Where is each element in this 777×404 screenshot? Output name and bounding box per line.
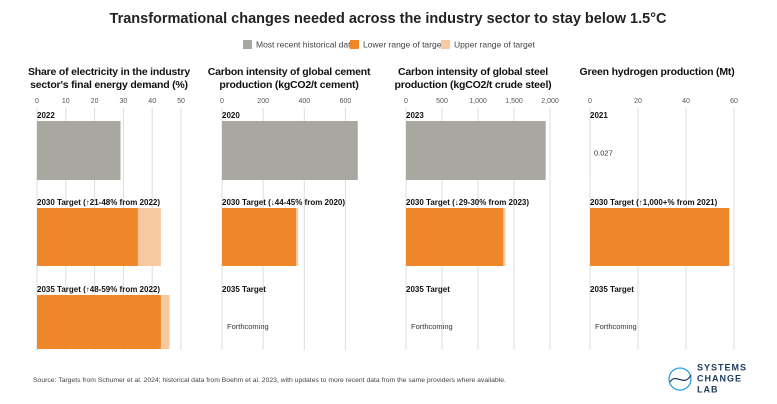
x-tick-label: 30 [120,98,128,105]
x-tick-label: 60 [730,98,738,105]
category-label: 2021 [590,111,608,120]
category-label: 2035 Target (↑48-59% from 2022) [37,285,160,294]
logo: SYSTEMS CHANGE LAB [668,362,747,394]
panel-title: Share of electricity in the industry sec… [27,66,190,91]
panel-title: Carbon intensity of global cement produc… [207,66,371,91]
bar [37,295,161,349]
category-label: 2035 Target [406,285,450,294]
category-label: 2030 Target (↓29-30% from 2023) [406,198,529,207]
x-tick-label: 50 [177,98,185,105]
x-tick-label: 0 [220,98,224,105]
x-tick-label: 0 [404,98,408,105]
x-tick-label: 2,000 [541,98,559,105]
x-tick-label: 1,500 [505,98,523,105]
x-tick-label: 20 [634,98,642,105]
category-label: 2035 Target [222,285,266,294]
legend-swatch [350,40,359,49]
bar [37,121,121,180]
x-tick-label: 40 [148,98,156,105]
panel-title: Carbon intensity of global steel product… [394,66,552,91]
data-label: 0.027 [594,148,613,157]
bar [406,121,546,180]
category-label: 2030 Target (↑21-48% from 2022) [37,198,160,207]
bar [406,208,504,266]
bar [222,208,297,266]
x-tick-label: 10 [62,98,70,105]
x-tick-label: 400 [298,98,310,105]
category-label: 2020 [222,111,240,120]
note: Forthcoming [595,322,637,331]
logo-text: CHANGE [697,373,742,383]
logo-icon [668,367,692,391]
legend-swatch [243,40,252,49]
legend-label: Lower range of target [363,39,444,49]
logo-wave [669,374,692,383]
bar [590,208,730,266]
note: Forthcoming [411,322,453,331]
panel-title: Green hydrogen production (Mt) [579,66,735,78]
category-label: 2035 Target [590,285,634,294]
category-label: 2023 [406,111,424,120]
legend-swatch [441,40,450,49]
category-label: 2030 Target (↑1,000+% from 2021) [590,198,718,207]
x-tick-label: 1,000 [469,98,487,105]
bar [37,208,138,266]
note: Forthcoming [227,322,269,331]
x-tick-label: 200 [257,98,269,105]
legend-label: Most recent historical data [256,39,355,49]
category-label: 2022 [37,111,55,120]
x-tick-label: 0 [35,98,39,105]
x-tick-label: 40 [682,98,690,105]
page-title: Transformational changes needed across t… [110,11,667,27]
logo-text: SYSTEMS [697,362,747,372]
x-tick-label: 20 [91,98,99,105]
source: Source: Targets from Schumer et al. 2024… [33,377,506,384]
logo-text: LAB [697,384,719,394]
x-tick-label: 500 [436,98,448,105]
x-tick-label: 600 [340,98,352,105]
x-tick-label: 0 [588,98,592,105]
legend-label: Upper range of target [454,39,535,49]
bar [222,121,358,180]
category-label: 2030 Target (↓44-45% from 2020) [222,198,345,207]
